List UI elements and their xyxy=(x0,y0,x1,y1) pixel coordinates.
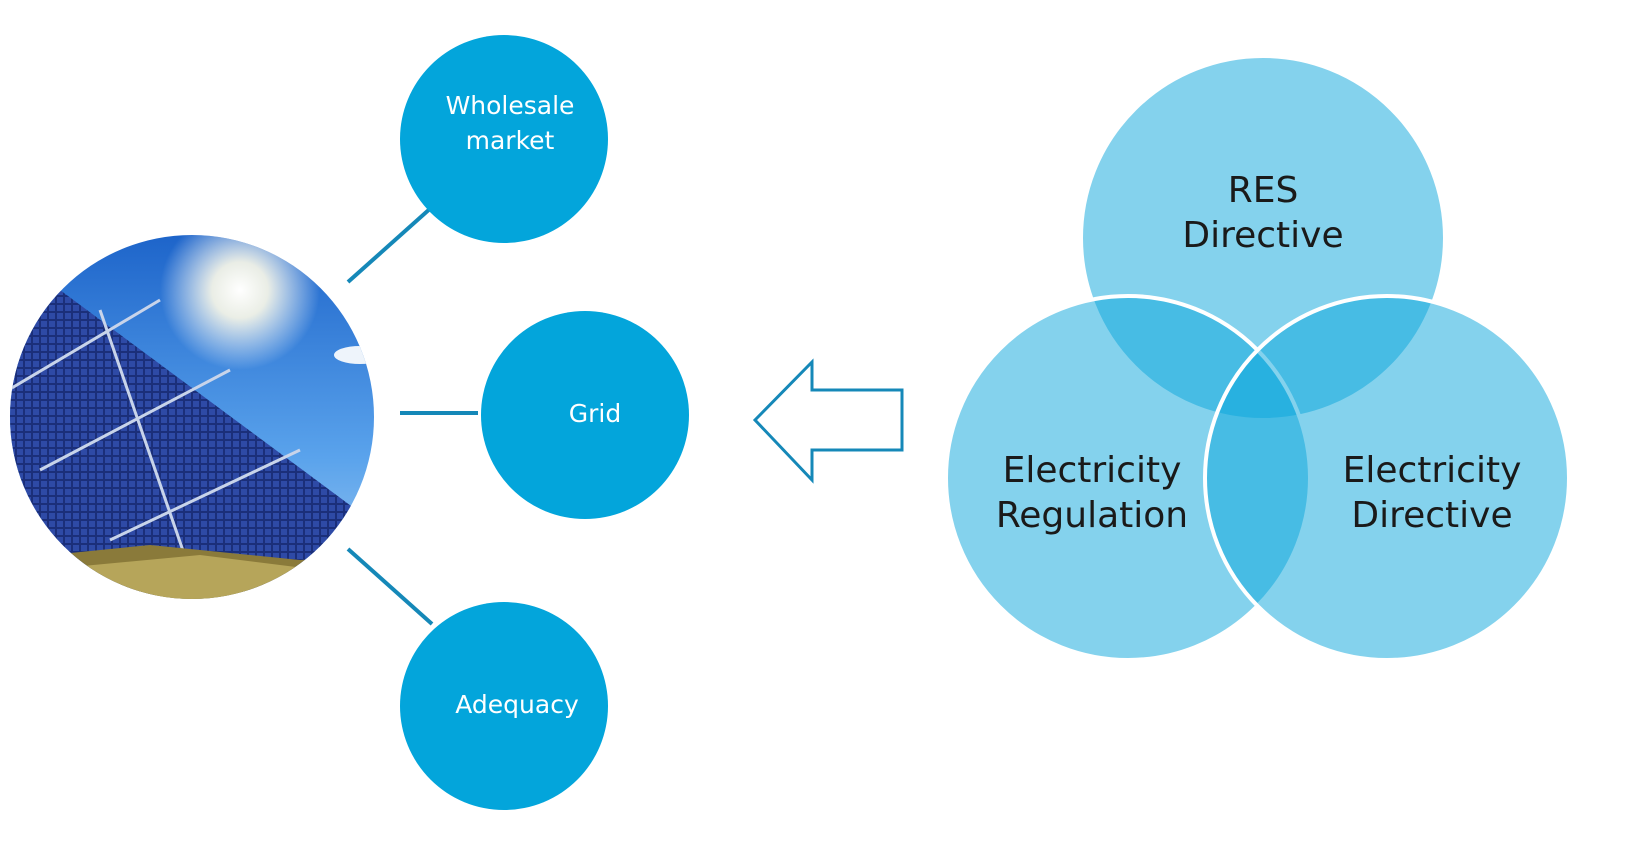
venn-label: Directive xyxy=(1351,495,1512,536)
node-label: Wholesale xyxy=(446,91,575,120)
venn-label: Electricity xyxy=(1003,450,1182,491)
diagram: Wholesale market Grid Adequacy RES Direc… xyxy=(0,0,1642,857)
venn-label: Electricity xyxy=(1343,450,1522,491)
node-label: Grid xyxy=(569,399,621,428)
node-label: Adequacy xyxy=(455,690,579,719)
solar-photo xyxy=(0,210,400,610)
page: Wholesale market Grid Adequacy RES Direc… xyxy=(0,0,1642,857)
arrow xyxy=(755,362,902,480)
venn-label: Directive xyxy=(1182,215,1343,256)
venn-label: RES xyxy=(1228,170,1299,211)
venn-diagram: RES Directive Electricity Regulation Ele… xyxy=(946,56,1569,660)
node-label: market xyxy=(466,126,555,155)
venn-label: Regulation xyxy=(996,495,1188,536)
hub-nodes: Wholesale market Grid Adequacy xyxy=(400,35,689,810)
